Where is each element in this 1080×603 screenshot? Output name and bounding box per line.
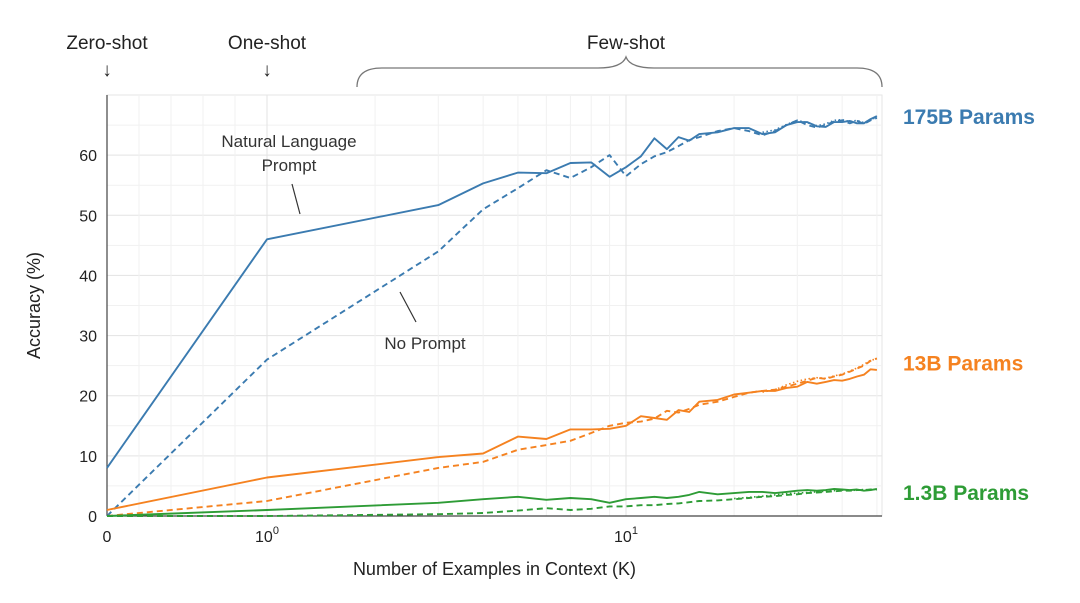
y-tick-label: 40 (79, 268, 97, 285)
shot-regime-labels: Zero-shot ↓ One-shot ↓ Few-shot (66, 33, 883, 88)
series-line-175b-params-dotted (762, 116, 878, 134)
natural-language-annotation-line2: Prompt (262, 156, 317, 175)
x-tick-label: 0 (103, 529, 112, 546)
series-line-13b-params (106, 368, 877, 511)
y-tick-label: 10 (79, 449, 97, 466)
series-line-13b-params-dotted (762, 358, 878, 393)
axes: 0 10 20 30 40 50 60 0 100 101 Number of Examples i… (24, 95, 882, 579)
natural-language-annotation-line1: Natural Language (221, 132, 356, 151)
y-axis-label: Accuracy (%) (24, 252, 44, 359)
y-tick-label: 30 (79, 329, 97, 346)
series-end-label: 1.3B Params (903, 482, 1029, 505)
series-end-labels: 175B Params 13B Params 1.3B Params (903, 106, 1035, 505)
y-tick-label: 20 (79, 389, 97, 406)
natural-language-pointer (291, 183, 301, 215)
series-lines (106, 115, 878, 517)
y-tick-label: 0 (88, 509, 97, 526)
y-tick-label: 50 (79, 208, 97, 225)
series-line-13b-params-no-prompt (106, 357, 878, 517)
no-prompt-annotation: No Prompt (384, 334, 466, 353)
x-tick-label: 101 (614, 525, 638, 546)
series-end-label: 175B Params (903, 106, 1035, 129)
series-end-label: 13B Params (903, 353, 1023, 376)
grid-lines (106, 94, 883, 517)
series-line-1-3b-params (106, 487, 878, 517)
series-line-1-3b-params-no-prompt (107, 488, 877, 517)
x-axis-label: Number of Examples in Context (K) (353, 559, 636, 579)
one-shot-arrow: ↓ (262, 60, 272, 81)
series-line-175b-params (106, 115, 878, 469)
one-shot-label: One-shot (228, 33, 307, 54)
few-shot-label: Few-shot (587, 33, 666, 54)
zero-shot-label: Zero-shot (66, 33, 148, 54)
x-tick-label: 100 (255, 525, 279, 546)
zero-shot-arrow: ↓ (102, 60, 112, 81)
annotations: Natural Language Prompt No Prompt (221, 132, 465, 353)
few-shot-brace (356, 55, 883, 88)
y-tick-label: 60 (79, 148, 97, 165)
no-prompt-pointer (399, 291, 417, 323)
